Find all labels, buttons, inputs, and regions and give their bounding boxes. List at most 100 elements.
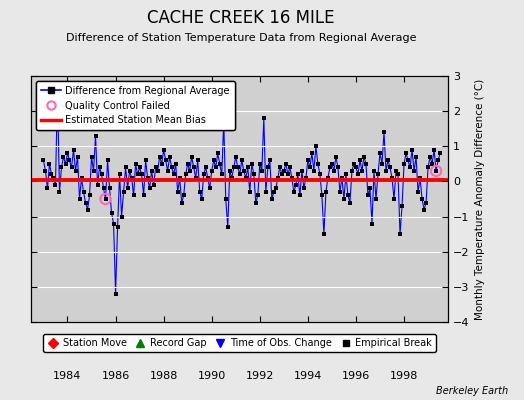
Point bbox=[56, 189, 64, 195]
Point bbox=[394, 171, 402, 178]
Point bbox=[166, 154, 174, 160]
Point bbox=[117, 213, 126, 220]
Point bbox=[366, 185, 374, 192]
Point bbox=[276, 164, 284, 170]
Point bbox=[324, 175, 332, 181]
Point bbox=[53, 87, 62, 93]
Legend: Difference from Regional Average, Quality Control Failed, Estimated Station Mean: Difference from Regional Average, Qualit… bbox=[36, 81, 235, 130]
Point bbox=[314, 161, 322, 167]
Point bbox=[249, 171, 258, 178]
Point bbox=[258, 168, 266, 174]
Point bbox=[420, 206, 428, 213]
Point bbox=[356, 157, 364, 164]
Point bbox=[217, 171, 226, 178]
Point bbox=[66, 157, 74, 164]
Point bbox=[414, 189, 422, 195]
Point bbox=[360, 154, 368, 160]
Point bbox=[398, 203, 406, 209]
Text: 1990: 1990 bbox=[198, 371, 226, 381]
Point bbox=[281, 161, 290, 167]
Point bbox=[154, 168, 162, 174]
Point bbox=[107, 210, 116, 216]
Point bbox=[122, 164, 130, 170]
Point bbox=[113, 224, 122, 230]
Point bbox=[290, 189, 298, 195]
Point bbox=[61, 161, 70, 167]
Point bbox=[75, 196, 84, 202]
Point bbox=[332, 154, 340, 160]
Point bbox=[330, 168, 338, 174]
Point bbox=[139, 192, 148, 199]
Point bbox=[100, 185, 108, 192]
Point bbox=[176, 175, 184, 181]
Point bbox=[78, 175, 86, 181]
Point bbox=[346, 199, 354, 206]
Point bbox=[180, 192, 188, 199]
Point bbox=[112, 291, 120, 297]
Point bbox=[298, 168, 306, 174]
Point bbox=[434, 157, 442, 164]
Point bbox=[95, 164, 104, 170]
Point bbox=[237, 157, 246, 164]
Text: Difference of Station Temperature Data from Regional Average: Difference of Station Temperature Data f… bbox=[66, 33, 416, 43]
Point bbox=[320, 231, 328, 237]
Point bbox=[208, 168, 216, 174]
Point bbox=[328, 161, 336, 167]
Legend: Station Move, Record Gap, Time of Obs. Change, Empirical Break: Station Move, Record Gap, Time of Obs. C… bbox=[43, 334, 436, 352]
Point bbox=[195, 189, 204, 195]
Point bbox=[392, 168, 400, 174]
Point bbox=[171, 161, 180, 167]
Point bbox=[352, 164, 360, 170]
Point bbox=[315, 171, 324, 178]
Point bbox=[89, 168, 97, 174]
Point bbox=[132, 161, 140, 167]
Point bbox=[169, 171, 178, 178]
Point bbox=[73, 154, 82, 160]
Point bbox=[161, 157, 170, 164]
Point bbox=[227, 175, 236, 181]
Point bbox=[296, 192, 304, 199]
Point bbox=[193, 157, 202, 164]
Point bbox=[183, 161, 192, 167]
Point bbox=[354, 171, 362, 178]
Point bbox=[173, 189, 182, 195]
Point bbox=[302, 175, 310, 181]
Point bbox=[406, 164, 414, 170]
Point bbox=[59, 154, 68, 160]
Point bbox=[151, 164, 160, 170]
Point bbox=[293, 171, 302, 178]
Point bbox=[191, 175, 200, 181]
Point bbox=[408, 147, 416, 153]
Point bbox=[83, 206, 92, 213]
Point bbox=[292, 182, 300, 188]
Point bbox=[181, 171, 190, 178]
Point bbox=[141, 157, 150, 164]
Point bbox=[336, 189, 344, 195]
Point bbox=[344, 192, 352, 199]
Point bbox=[384, 157, 392, 164]
Point bbox=[81, 199, 90, 206]
Point bbox=[256, 161, 264, 167]
Point bbox=[376, 150, 384, 156]
Point bbox=[310, 168, 318, 174]
Point bbox=[283, 171, 292, 178]
Point bbox=[239, 168, 248, 174]
Point bbox=[308, 150, 316, 156]
Point bbox=[340, 196, 348, 202]
Text: 1984: 1984 bbox=[53, 371, 82, 381]
Point bbox=[364, 192, 372, 199]
Point bbox=[232, 154, 240, 160]
Point bbox=[348, 168, 356, 174]
Point bbox=[261, 189, 270, 195]
Point bbox=[178, 199, 186, 206]
Point bbox=[280, 168, 288, 174]
Point bbox=[264, 164, 272, 170]
Point bbox=[147, 168, 156, 174]
Point bbox=[242, 175, 250, 181]
Point bbox=[168, 164, 176, 170]
Point bbox=[404, 157, 412, 164]
Point bbox=[71, 168, 80, 174]
Point bbox=[278, 171, 286, 178]
Point bbox=[305, 164, 314, 170]
Point bbox=[158, 161, 166, 167]
